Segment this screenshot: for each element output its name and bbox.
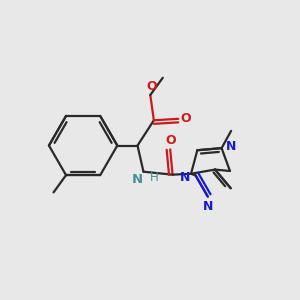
Text: N: N (202, 200, 213, 213)
Text: N: N (180, 171, 190, 184)
Text: O: O (146, 80, 157, 93)
Text: N: N (226, 140, 236, 153)
Text: N: N (131, 173, 142, 186)
Text: O: O (165, 134, 175, 147)
Text: O: O (180, 112, 191, 125)
Text: H: H (149, 171, 158, 184)
